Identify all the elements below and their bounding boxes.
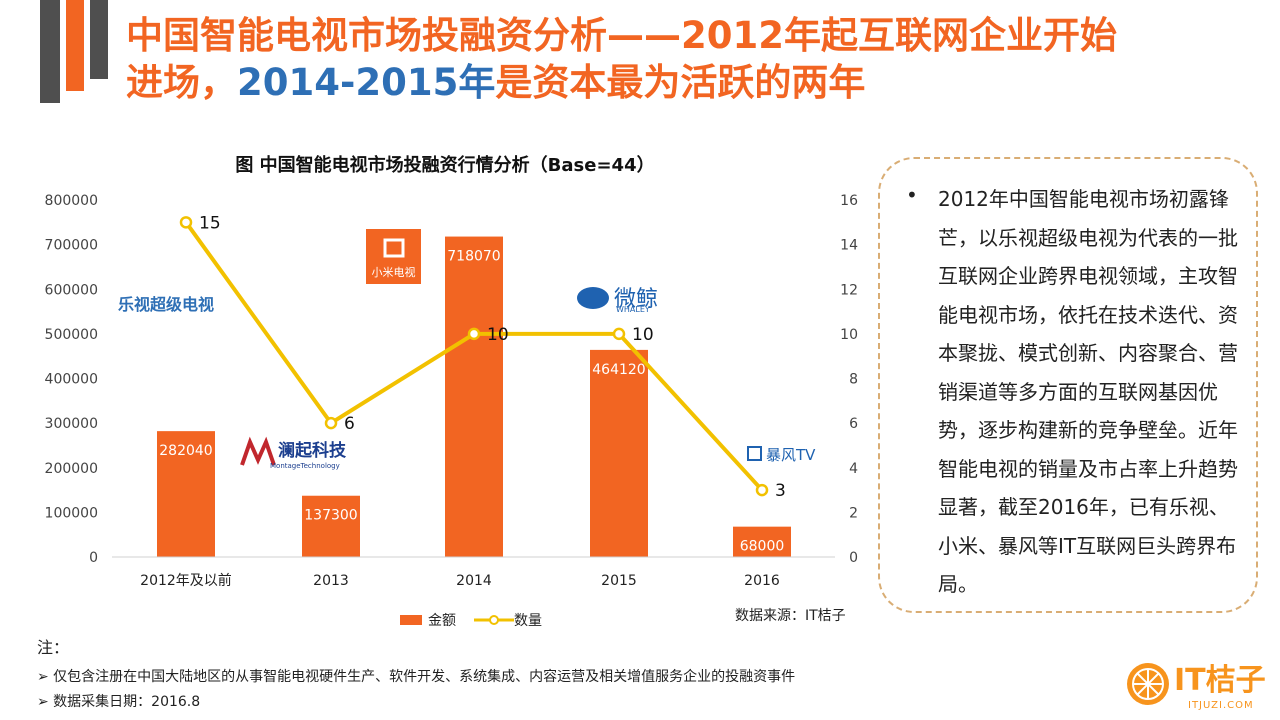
combo-chart: 800000 700000 600000 500000 400000 300000 2000… [45, 193, 859, 629]
page-title: 中国智能电视市场投融资分析——2012年起互联网企业开始 进场，2014-201… [126, 12, 1266, 106]
chart-source: 数据来源：IT桔子 [735, 608, 846, 624]
bar-value-label: 464120 [592, 362, 645, 378]
y-right-tick-label: 10 [840, 327, 858, 343]
whaley-logo: 微鲸 [614, 287, 658, 312]
callout-text: 2012年中国智能电视市场初露锋芒，以乐视超级电视为代表的一批互联网企业跨界电视… [938, 187, 1238, 596]
y-right-tick-label: 0 [849, 550, 858, 566]
x-tick-label: 2015 [601, 573, 637, 589]
line-value-label: 15 [199, 213, 221, 233]
decor-bar-gray-2 [90, 0, 108, 79]
y-right-tick-label: 16 [840, 193, 858, 209]
title-highlight: 2014-2015年 [237, 61, 496, 104]
x-tick-label: 2014 [456, 573, 492, 589]
y-left-tick-label: 500000 [45, 327, 98, 343]
y-left-tick-label: 700000 [45, 238, 98, 254]
line-point [324, 416, 338, 430]
bar-value-label: 137300 [304, 508, 357, 524]
bar [733, 526, 791, 557]
baofeng-icon [747, 446, 762, 461]
title-line-2-end: 是资本最为活跃的两年 [495, 61, 866, 104]
bar-value-label: 718070 [447, 249, 500, 265]
y-right-tick-label: 14 [840, 238, 858, 254]
brand-name: IT桔子 [1174, 663, 1266, 698]
montage-m-icon [240, 436, 276, 466]
note-item-date: ➢ 数据采集日期：2016.8 [37, 694, 201, 710]
line-point [467, 327, 481, 341]
bar [157, 431, 215, 557]
y-right-tick-label: 12 [840, 282, 858, 298]
summary-callout: • 2012年中国智能电视市场初露锋芒，以乐视超级电视为代表的一批互联网企业跨界… [878, 157, 1258, 613]
line-value-label: 10 [632, 325, 654, 345]
legend-label: 金额 [428, 613, 456, 629]
bar [302, 495, 360, 557]
y-left-tick-label: 200000 [45, 461, 98, 477]
line-value-label: 3 [775, 481, 786, 501]
bar [590, 349, 648, 557]
legend-swatch-bar [400, 615, 422, 625]
title-line-1: 中国智能电视市场投融资分析——2012年起互联网企业开始 [126, 14, 1117, 57]
bar [445, 236, 503, 557]
bar-value-label: 68000 [740, 539, 785, 555]
whaley-logo-sub: WHALEY [616, 305, 650, 314]
y-left-tick-label: 300000 [45, 416, 98, 432]
x-tick-label: 2012年及以前 [140, 572, 232, 589]
x-tick-label: 2013 [313, 573, 349, 589]
montage-logo-sub: MontageTechnology [270, 462, 340, 470]
line-value-label: 6 [344, 414, 355, 434]
legend-label: 数量 [514, 613, 542, 629]
orange-slice-logo-icon [1127, 663, 1169, 705]
note-item-scope: ➢ 仅包含注册在中国大陆地区的从事智能电视硬件生产、软件开发、系统集成、内容运营… [37, 669, 796, 685]
decor-bar-orange [66, 0, 84, 91]
decor-bar-gray [40, 0, 60, 103]
y-left-tick-label: 0 [89, 550, 98, 566]
xiaomi-logo: 小米电视 [372, 265, 416, 279]
y-right-tick-label: 8 [849, 372, 858, 388]
bar-value-label: 282040 [159, 443, 212, 459]
y-left-tick-label: 800000 [45, 193, 98, 209]
y-right-tick-label: 4 [849, 461, 858, 477]
line-point [755, 483, 769, 497]
callout-bullet: • [906, 183, 918, 207]
legend-swatch-point [489, 615, 499, 625]
xiaomi-mi-icon [383, 238, 405, 258]
chart-title: 图 中国智能电视市场投融资行情分析（Base=44） [235, 155, 655, 176]
brand-url: ITJUZI.COM [1188, 700, 1254, 711]
line-point [179, 216, 193, 229]
montage-logo: 澜起科技 [278, 440, 347, 461]
title-line-2: 进场，2014-2015年是资本最为活跃的两年 [126, 59, 1266, 106]
x-tick-label: 2016 [744, 573, 780, 589]
letv-logo: 乐视超级电视 [118, 295, 214, 314]
y-left-tick-label: 600000 [45, 282, 98, 298]
y-right-tick-label: 2 [849, 505, 858, 521]
y-left-tick-label: 400000 [45, 372, 98, 388]
notes-title: 注： [37, 638, 70, 657]
title-line-2-start: 进场， [126, 61, 237, 104]
y-right-tick-label: 6 [849, 416, 858, 432]
y-left-tick-label: 100000 [45, 505, 98, 521]
line-value-label: 10 [487, 325, 509, 345]
baofeng-logo: 暴风TV [766, 446, 816, 464]
whaley-whale-icon [577, 287, 609, 309]
line-point [612, 327, 626, 341]
